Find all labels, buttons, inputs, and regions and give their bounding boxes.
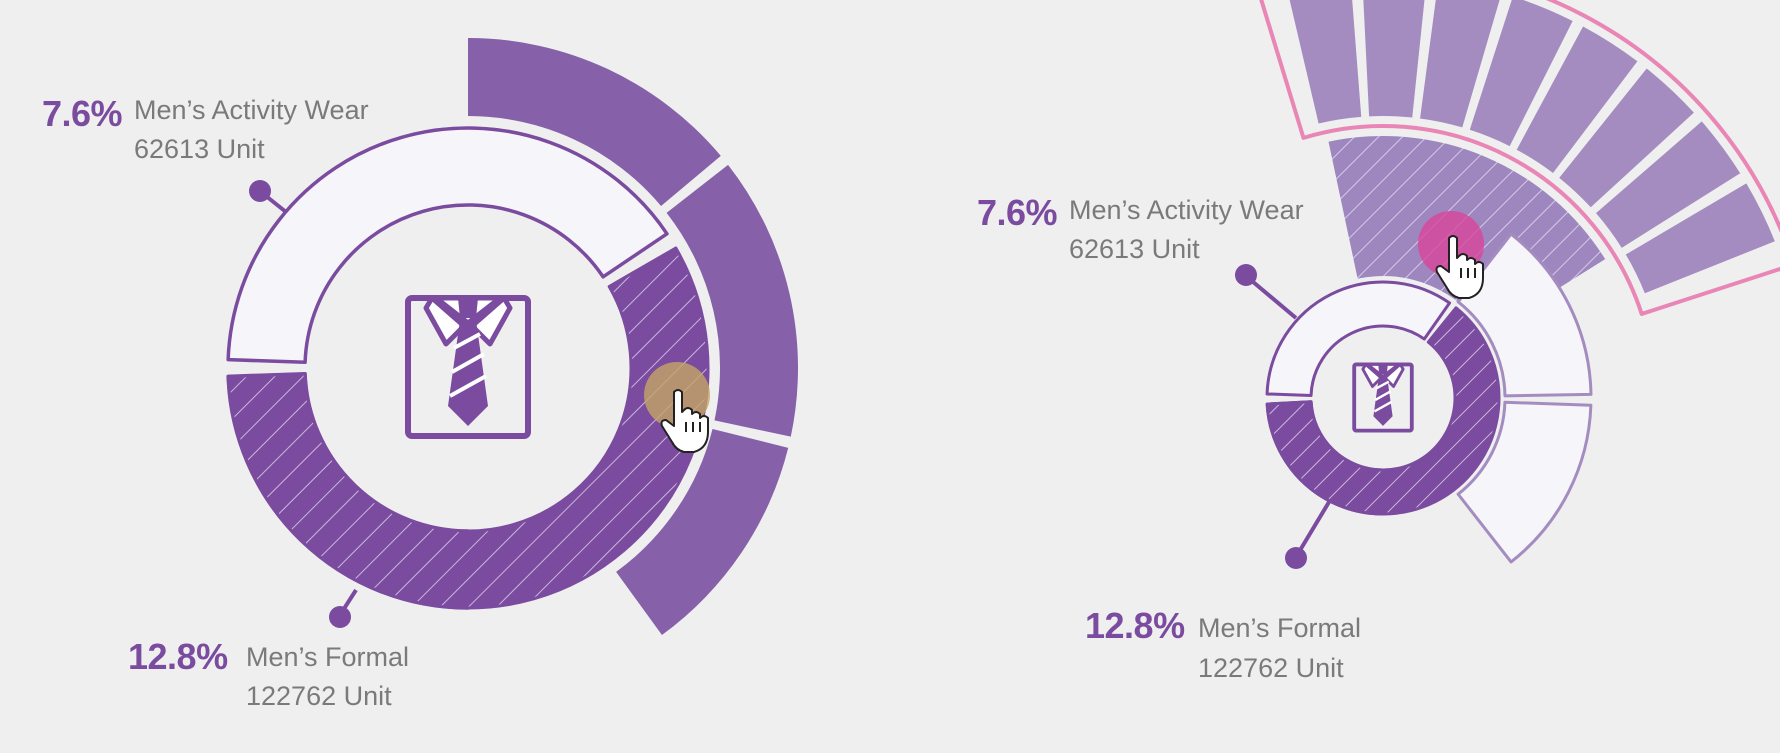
label-formal-right: 12.8% Men’s Formal 122762 Unit <box>1085 605 1361 683</box>
drill-fan-bar-8[interactable] <box>1625 183 1775 294</box>
category-name: Men’s Activity Wear <box>134 95 369 125</box>
leader-line-activity-right <box>1235 264 1298 320</box>
label-formal-left: 12.8% Men’s Formal 122762 Unit <box>128 636 409 711</box>
donut-chart-right: 7.6% Men’s Activity Wear 62613 Unit 12.8… <box>977 0 1780 683</box>
drill-fan-bar-2[interactable] <box>1362 0 1427 118</box>
hand-pointer-icon <box>660 389 709 453</box>
hand-pointer-icon <box>1435 235 1484 299</box>
outer-ring-segment-1[interactable] <box>468 38 721 207</box>
drill-fan-bar-1[interactable] <box>1287 0 1362 124</box>
outer-ring-right <box>1456 232 1593 564</box>
leader-line-activity-left <box>249 180 288 214</box>
drill-fan-bar-7[interactable] <box>1595 121 1741 248</box>
units-value: 62613 Unit <box>134 134 265 164</box>
units-value: 122762 Unit <box>246 681 392 711</box>
category-name: Men’s Formal <box>246 642 409 672</box>
donut-segments-left <box>226 126 710 610</box>
outer-ring-segment-1[interactable] <box>1456 232 1593 398</box>
units-value: 122762 Unit <box>1198 653 1344 683</box>
outer-ring-segment-2[interactable] <box>666 164 798 437</box>
donut-segments-right <box>1265 280 1501 516</box>
outer-ring-left <box>468 38 798 635</box>
drill-fan-outline[interactable] <box>1257 0 1780 316</box>
drill-fan-bar-6[interactable] <box>1559 68 1694 208</box>
outer-ring-segment-3[interactable] <box>616 428 789 635</box>
percent-label: 12.8% <box>1085 605 1185 646</box>
segment-formal[interactable] <box>1265 280 1452 397</box>
percent-label: 7.6% <box>42 93 123 134</box>
leader-line-formal-left <box>329 588 358 628</box>
drill-fan-bar-5[interactable] <box>1516 26 1638 174</box>
segment-formal[interactable] <box>226 126 669 365</box>
percent-label: 12.8% <box>128 636 228 677</box>
hover-cursor-right[interactable] <box>1418 211 1484 299</box>
drill-fan-bar-4[interactable] <box>1469 0 1573 147</box>
units-value: 62613 Unit <box>1069 234 1200 264</box>
segment-hatched-hovered[interactable] <box>226 246 710 610</box>
label-activity-wear-left: 7.6% Men’s Activity Wear 62613 Unit <box>42 93 369 164</box>
dress-shirt-tie-icon <box>1352 362 1414 433</box>
segment-hatched[interactable] <box>1265 306 1501 516</box>
leader-line-formal-right <box>1285 500 1331 569</box>
category-name: Men’s Activity Wear <box>1069 195 1304 225</box>
dress-shirt-tie-icon <box>405 295 531 439</box>
label-activity-wear-right: 7.6% Men’s Activity Wear 62613 Unit <box>977 192 1304 264</box>
drill-fan-bar-3[interactable] <box>1420 0 1502 128</box>
category-name: Men’s Formal <box>1198 613 1361 643</box>
hover-cursor-left[interactable] <box>644 362 710 453</box>
donut-chart-left: 7.6% Men’s Activity Wear 62613 Unit 12.8… <box>42 38 798 711</box>
percent-label: 7.6% <box>977 192 1058 233</box>
outer-ring-segment-2[interactable] <box>1456 400 1593 564</box>
